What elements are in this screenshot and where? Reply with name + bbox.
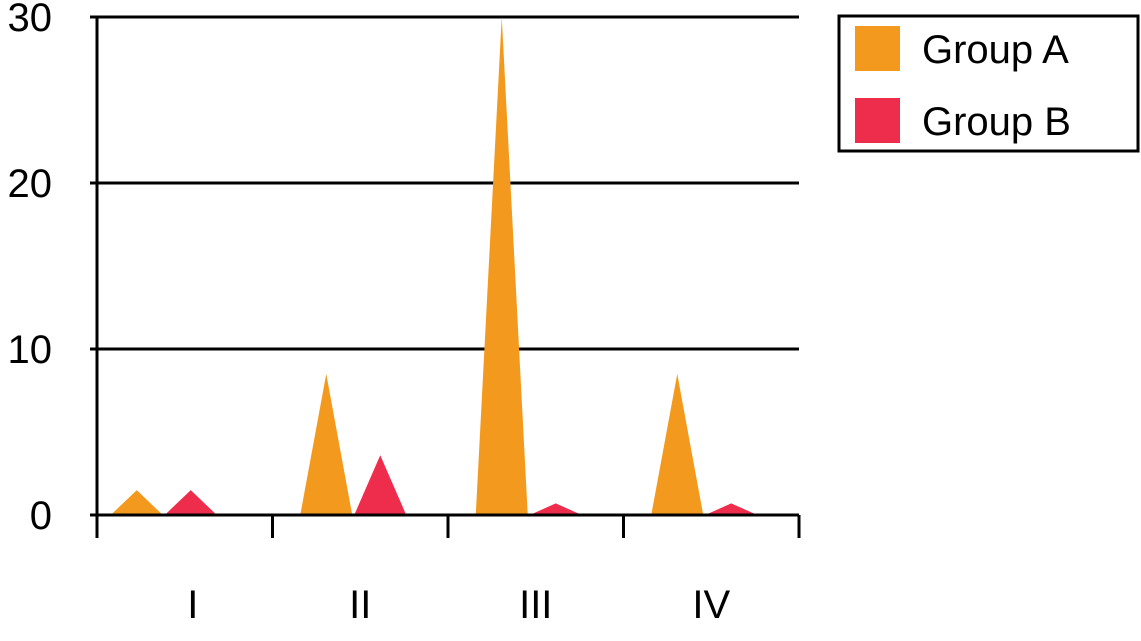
mark-group-a-i (110, 490, 163, 515)
y-tick-label-2: 20 (8, 162, 53, 206)
mark-group-a-iv (651, 373, 704, 515)
x-tick-label-i: I (187, 583, 198, 627)
mark-group-b-iii (529, 503, 582, 515)
chart-marks (110, 17, 758, 515)
x-tick-label-iv: IV (692, 583, 730, 627)
legend-swatch-group-a (855, 26, 900, 71)
gridlines (90, 15, 799, 517)
y-tick-label-0: 0 (30, 494, 52, 538)
mark-group-b-ii (354, 455, 407, 515)
legend-label-group-a: Group A (922, 28, 1069, 72)
mark-group-a-iii (475, 17, 528, 515)
x-tick-labels: I II III IV (187, 583, 730, 627)
legend-label-group-b: Group B (922, 100, 1071, 144)
legend: Group A Group B (837, 14, 1140, 153)
mark-group-a-ii (300, 373, 353, 515)
x-tick-label-ii: II (349, 583, 371, 627)
legend-swatch-group-b (855, 98, 900, 143)
mark-group-b-iv (705, 503, 758, 515)
y-tick-label-3: 30 (8, 0, 53, 40)
y-tick-labels: 0 10 20 30 (8, 0, 53, 538)
mark-group-b-i (164, 490, 217, 515)
y-tick-label-1: 10 (8, 328, 53, 372)
axes (95, 17, 801, 538)
x-tick-label-iii: III (519, 583, 552, 627)
